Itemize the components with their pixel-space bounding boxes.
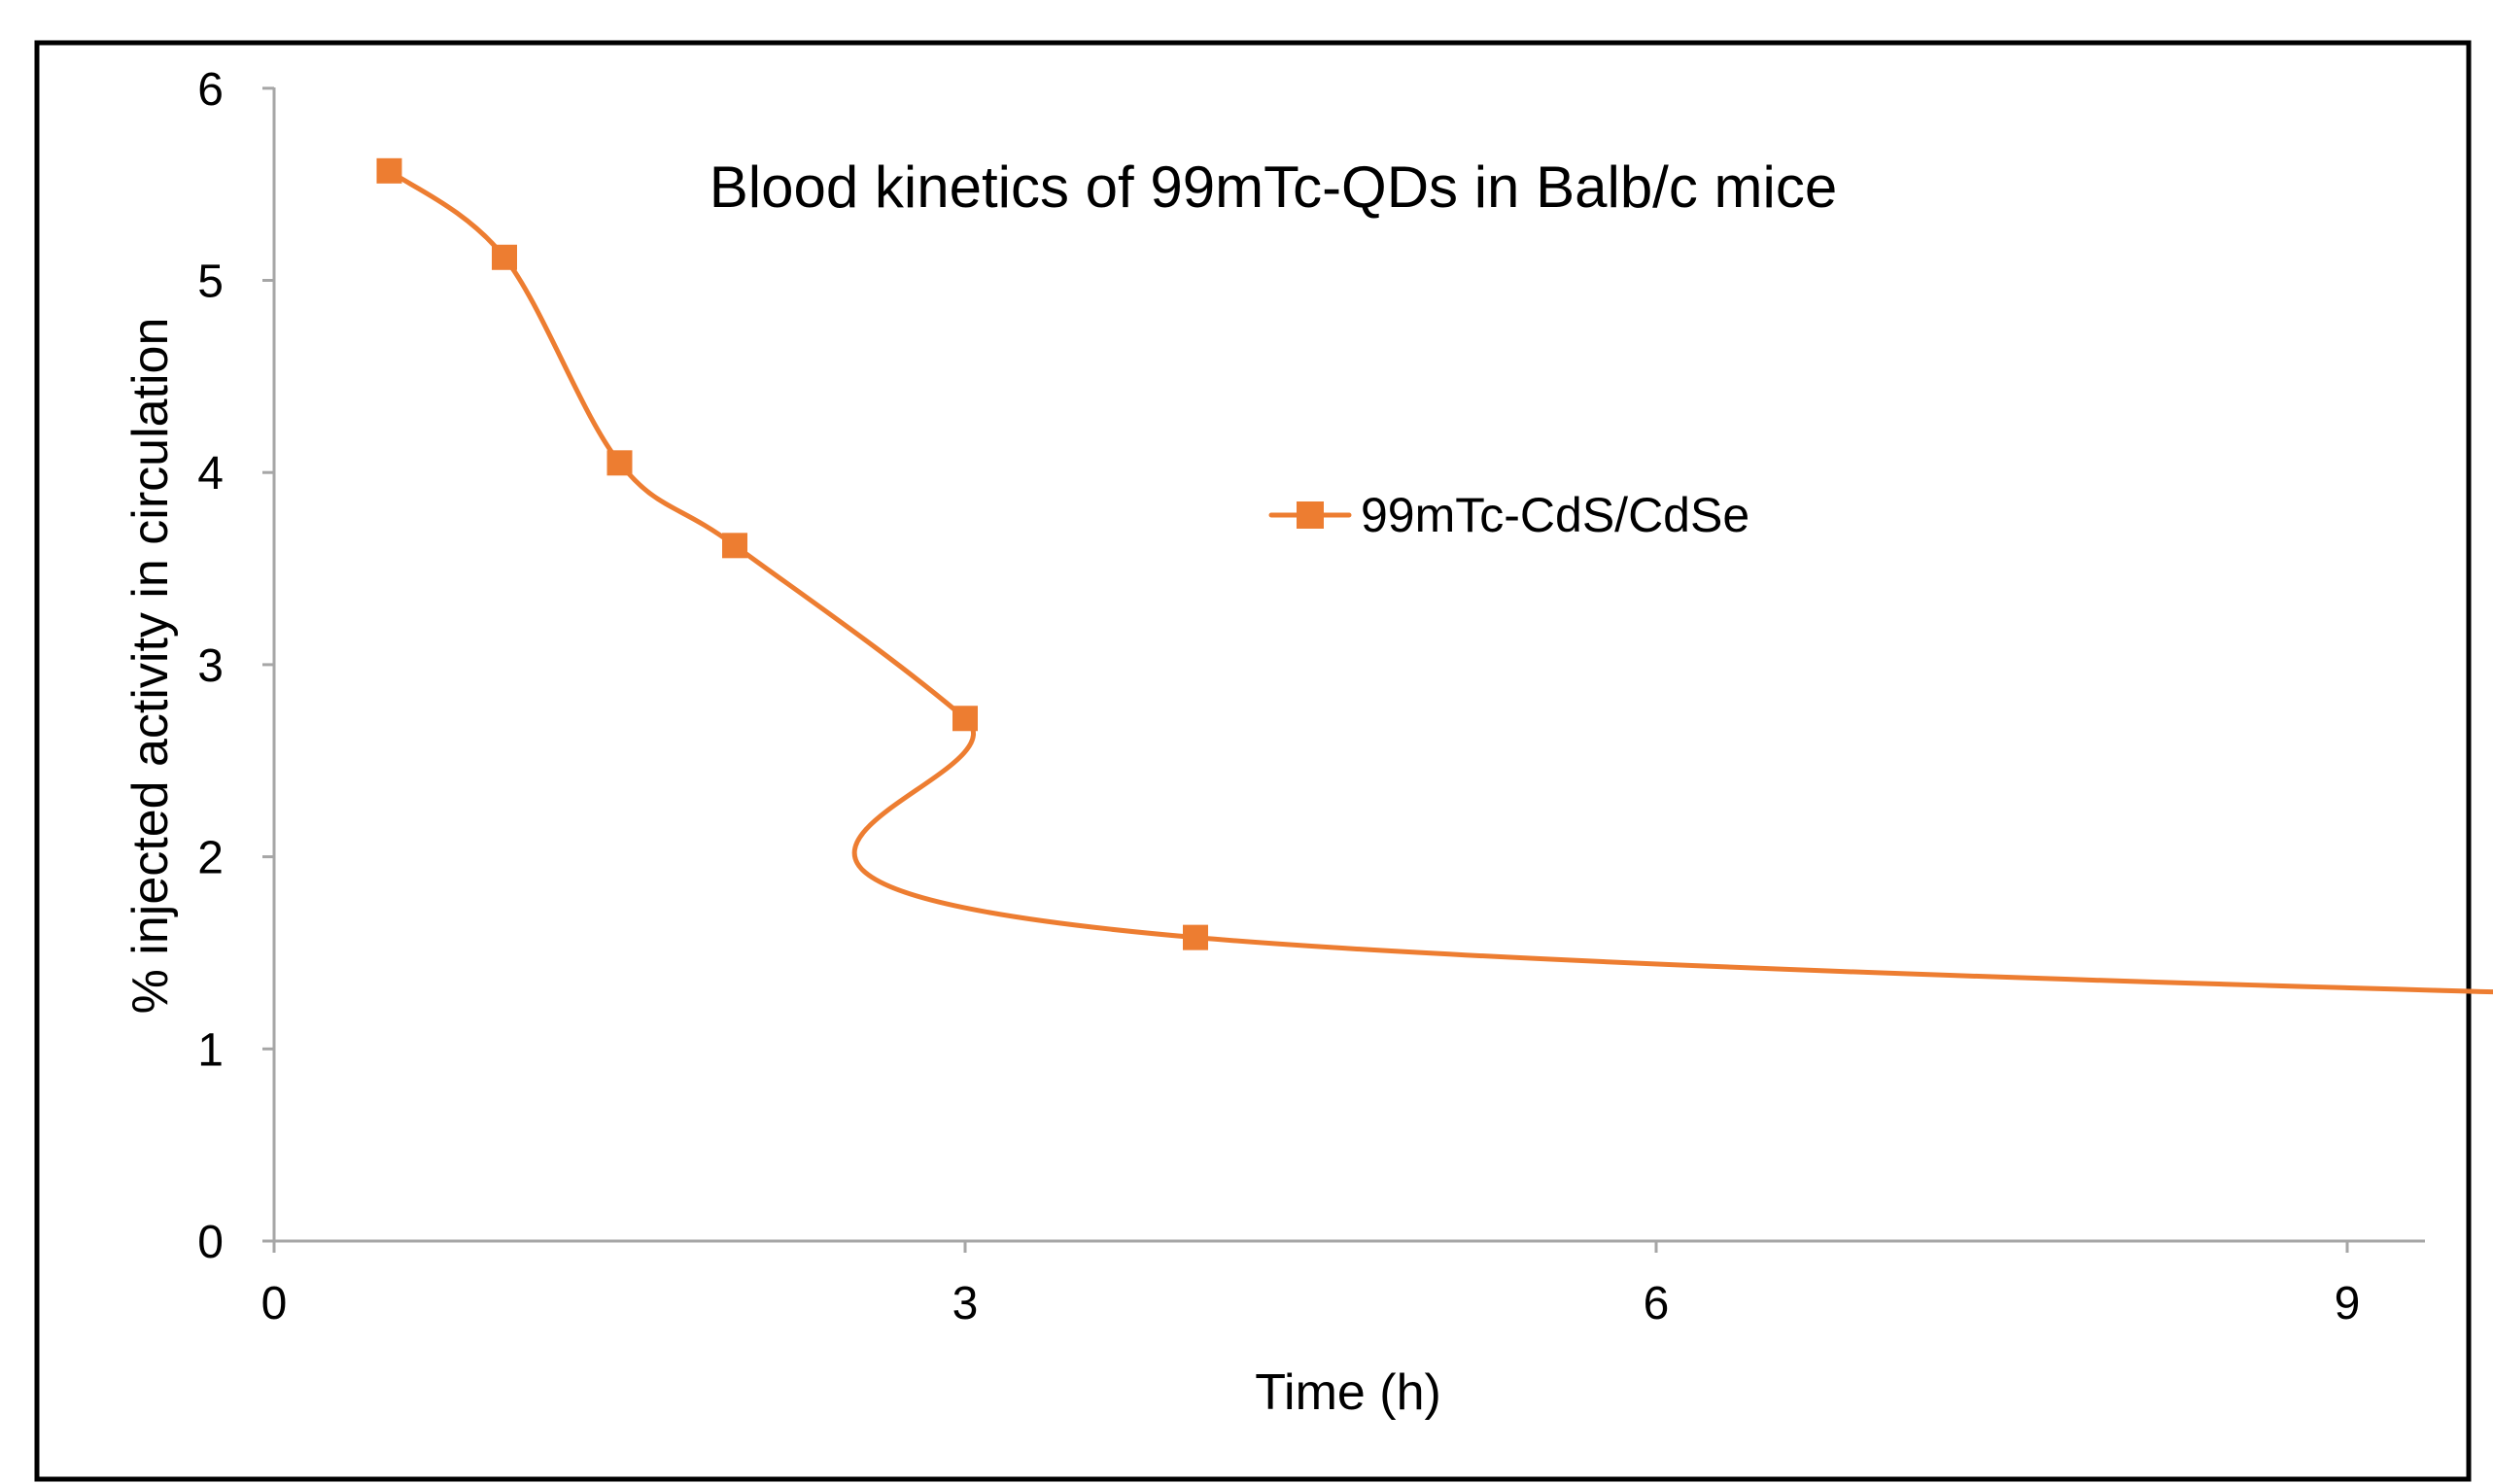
y-tick-label: 6	[197, 64, 224, 116]
data-point	[1183, 924, 1208, 950]
chart-title: Blood kinetics of 99mTc-QDs in Balb/c mi…	[710, 155, 1837, 220]
x-tick-label: 3	[952, 1278, 979, 1329]
x-tick-label: 9	[2335, 1278, 2361, 1329]
y-axis-title: % injected activity in circulation	[122, 318, 179, 1015]
legend-label: 99mTc-CdS/CdSe	[1361, 488, 1749, 542]
legend: 99mTc-CdS/CdSe	[1268, 488, 1749, 542]
axes	[262, 86, 2425, 1253]
x-axis-title: Time (h)	[1255, 1364, 1441, 1421]
y-tick-label: 3	[197, 640, 224, 692]
y-tick-label: 4	[197, 448, 224, 500]
y-tick-label: 2	[197, 833, 224, 884]
y-tick-labels: 0 1 2 3 4 5 6	[197, 64, 224, 1268]
chart-frame	[34, 40, 2472, 1482]
legend-marker	[1297, 501, 1324, 529]
y-tick-label: 5	[197, 257, 224, 308]
y-tick-label: 1	[197, 1024, 224, 1076]
x-tick-label: 0	[261, 1278, 288, 1329]
data-point	[722, 533, 747, 559]
data-point	[376, 157, 402, 184]
x-tick-labels: 0369121518212427	[261, 1278, 2361, 1329]
data-point	[492, 244, 517, 270]
series-layer	[376, 157, 2493, 995]
data-point	[606, 450, 633, 476]
x-tick-label: 6	[1644, 1278, 1670, 1329]
y-tick-label: 0	[197, 1217, 224, 1268]
data-point	[952, 706, 978, 732]
